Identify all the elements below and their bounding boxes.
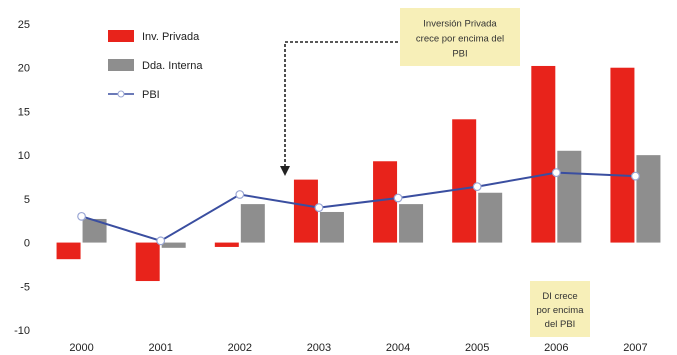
x-tick-label-2003: 2003 xyxy=(307,342,331,354)
bar-inv-privada-2007 xyxy=(610,67,635,243)
point-pbi-2004 xyxy=(393,193,403,203)
annotation-2-line-1: DI crece xyxy=(542,291,577,302)
bar-dda-interna-2004 xyxy=(399,204,424,243)
bar-inv-privada-2003 xyxy=(293,179,318,243)
annotation-arrow-head xyxy=(280,166,290,176)
point-pbi-2007 xyxy=(631,171,640,181)
legend-label-pbi: PBI xyxy=(142,89,160,101)
y-tick-label-6: 20 xyxy=(18,63,30,75)
annotation-2-line-2: por encima xyxy=(537,305,585,316)
point-pbi-2000 xyxy=(77,211,86,221)
x-tick-label-2002: 2002 xyxy=(228,342,252,354)
bar-dda-interna-2003 xyxy=(319,211,344,243)
y-tick-label-0: -10 xyxy=(14,325,30,337)
bar-dda-interna-2001 xyxy=(161,242,186,248)
bar-dda-interna-2007 xyxy=(636,155,661,243)
x-tick-label-2007: 2007 xyxy=(623,342,647,354)
annotation-arrow-line xyxy=(284,41,398,168)
annotation-1-line-1: Inversión Privada xyxy=(423,19,497,30)
bar-inv-privada-2006 xyxy=(531,65,556,243)
annotation-box-2 xyxy=(530,281,590,337)
point-pbi-2005 xyxy=(472,182,482,192)
bar-dda-interna-2002 xyxy=(240,204,265,243)
legend-marker-pbi xyxy=(117,90,125,98)
legend-swatch-inv-privada xyxy=(108,30,134,42)
y-tick-label-2: 0 xyxy=(24,238,30,250)
bar-dda-interna-2006 xyxy=(557,150,582,243)
point-pbi-2001 xyxy=(156,236,166,246)
bar-inv-privada-2004 xyxy=(373,161,398,243)
x-tick-label-2000: 2000 xyxy=(69,342,93,354)
y-tick-label-7: 25 xyxy=(18,19,30,31)
bar-inv-privada-2000 xyxy=(56,242,81,260)
annotation-1-line-3: PBI xyxy=(452,49,467,60)
x-tick-label-2004: 2004 xyxy=(386,342,410,354)
x-tick-label-2006: 2006 xyxy=(544,342,568,354)
y-tick-label-1: -5 xyxy=(20,281,30,293)
legend-label-dda-interna: Dda. Interna xyxy=(142,60,203,72)
bar-dda-interna-2005 xyxy=(478,192,503,243)
bar-dda-interna-2000 xyxy=(82,218,107,243)
bar-inv-privada-2005 xyxy=(452,119,477,243)
point-pbi-2006 xyxy=(551,168,561,178)
point-pbi-2002 xyxy=(235,190,245,199)
bar-inv-privada-2001 xyxy=(135,242,160,282)
annotation-1-line-2: crece por encima del xyxy=(416,34,504,45)
point-pbi-2003 xyxy=(314,203,324,213)
y-tick-label-3: 5 xyxy=(24,194,30,206)
x-tick-label-2005: 2005 xyxy=(465,342,489,354)
y-tick-label-5: 15 xyxy=(18,106,30,118)
line-pbi xyxy=(81,171,636,242)
annotation-box-1 xyxy=(400,8,520,66)
x-tick-label-2001: 2001 xyxy=(148,342,172,354)
annotation-2-line-3: del PBI xyxy=(545,319,576,330)
legend-label-inv-privada: Inv. Privada xyxy=(142,31,200,43)
y-tick-label-4: 10 xyxy=(18,150,30,162)
legend-swatch-dda-interna xyxy=(108,59,134,71)
bar-inv-privada-2002 xyxy=(214,242,239,247)
